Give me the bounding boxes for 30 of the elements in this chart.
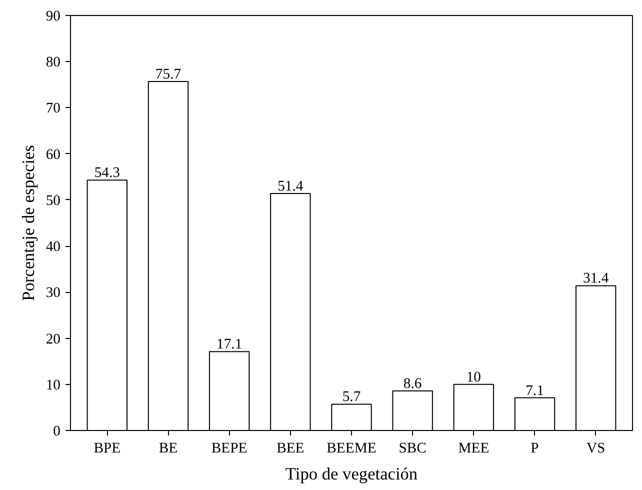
y-tick-label: 0 — [53, 424, 60, 440]
x-tick-label: BPE — [94, 440, 121, 456]
y-tick-label: 80 — [46, 54, 60, 71]
y-tick-label: 40 — [46, 239, 60, 256]
data-label: 54.3 — [94, 165, 120, 182]
data-label: 8.6 — [403, 376, 422, 392]
data-label: 7.1 — [526, 382, 544, 399]
y-tick-label: 90 — [46, 8, 60, 24]
x-tick-label: MEE — [458, 440, 490, 456]
data-label: 75.7 — [155, 66, 182, 82]
x-axis-title: Tipo de vegetación — [285, 464, 418, 484]
y-tick-label: 70 — [46, 100, 60, 117]
x-tick-label: P — [530, 440, 539, 456]
data-label: 17.1 — [216, 336, 242, 353]
x-tick-label: BE — [158, 440, 178, 456]
y-tick-label: 20 — [46, 331, 60, 348]
data-label: 5.7 — [342, 389, 361, 406]
data-label: 51.4 — [278, 178, 304, 194]
y-tick-label: 30 — [46, 285, 60, 302]
y-tick-label: 60 — [46, 146, 60, 163]
x-tick-label: BEPE — [211, 440, 248, 456]
x-tick-label: VS — [586, 440, 606, 456]
data-label: 10 — [466, 369, 481, 386]
x-tick-label: SBC — [398, 440, 426, 456]
data-label: 31.4 — [583, 270, 610, 287]
y-axis-title: Porcentaje de especies — [18, 144, 38, 301]
x-tick-label: BEEME — [326, 440, 376, 456]
x-tick-label: BEE — [276, 440, 304, 456]
y-tick-label: 10 — [46, 377, 60, 394]
y-tick-label: 50 — [46, 192, 60, 209]
